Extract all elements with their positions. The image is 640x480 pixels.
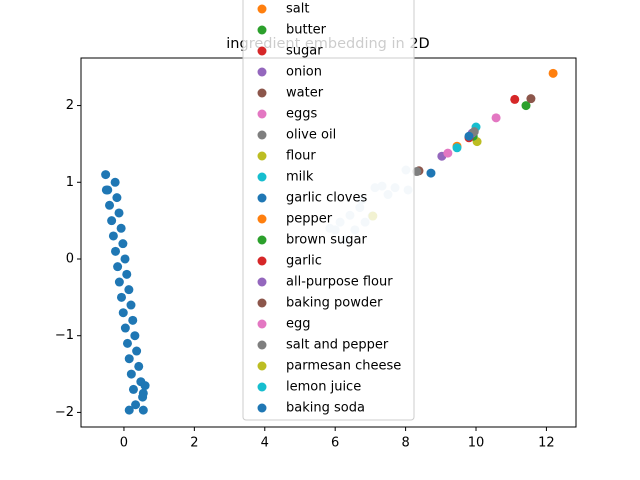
legend-label: baking soda bbox=[286, 401, 365, 416]
y-tick-label: 1 bbox=[66, 175, 74, 190]
point bbox=[122, 338, 132, 348]
point bbox=[120, 323, 130, 333]
x-tick-label: 8 bbox=[401, 436, 409, 451]
legend-label: parmesan cheese bbox=[286, 359, 401, 374]
point bbox=[110, 177, 120, 187]
legend-marker bbox=[257, 214, 267, 224]
point bbox=[120, 254, 130, 264]
point bbox=[132, 346, 142, 356]
legend-label: onion bbox=[286, 65, 322, 80]
legend-label: olive oil bbox=[286, 128, 336, 143]
legend-label: sugar bbox=[286, 44, 323, 59]
legend-marker bbox=[257, 361, 267, 371]
x-tick-label: 2 bbox=[190, 436, 198, 451]
point bbox=[452, 143, 462, 153]
x-tick-label: 0 bbox=[120, 436, 128, 451]
point bbox=[126, 300, 136, 310]
point bbox=[101, 170, 111, 180]
legend-marker bbox=[257, 172, 267, 182]
point bbox=[124, 354, 134, 364]
legend-marker bbox=[257, 4, 267, 14]
point bbox=[108, 231, 118, 241]
point bbox=[124, 405, 134, 415]
point bbox=[116, 223, 126, 233]
legend-label: eggs bbox=[286, 107, 318, 122]
point bbox=[138, 388, 148, 398]
point bbox=[114, 208, 124, 218]
legend-label: lemon juice bbox=[286, 380, 361, 395]
point bbox=[118, 308, 128, 318]
point bbox=[134, 361, 144, 371]
legend-label: baking powder bbox=[286, 296, 383, 311]
legend-marker bbox=[257, 25, 267, 35]
point bbox=[426, 168, 436, 178]
legend-marker bbox=[257, 67, 267, 77]
legend-marker bbox=[257, 109, 267, 119]
point bbox=[101, 185, 111, 195]
legend-marker bbox=[257, 403, 267, 413]
point bbox=[118, 239, 128, 249]
point bbox=[128, 384, 138, 394]
point bbox=[130, 331, 140, 341]
legend-marker bbox=[257, 130, 267, 140]
legend-marker bbox=[257, 277, 267, 287]
point bbox=[491, 113, 501, 123]
legend-label: salt and pepper bbox=[286, 338, 389, 353]
legend-marker bbox=[257, 151, 267, 161]
x-tick-label: 10 bbox=[468, 436, 485, 451]
point bbox=[548, 68, 558, 78]
legend-label: milk bbox=[286, 170, 314, 185]
point bbox=[521, 101, 531, 111]
legend-label: garlic bbox=[286, 254, 322, 269]
point bbox=[526, 94, 536, 104]
x-tick-label: 4 bbox=[261, 436, 269, 451]
y-tick-label: 0 bbox=[66, 251, 74, 266]
point bbox=[140, 381, 150, 391]
point bbox=[126, 369, 136, 379]
y-tick-label: 2 bbox=[66, 98, 74, 113]
legend-marker bbox=[257, 193, 267, 203]
legend-label: flour bbox=[286, 149, 316, 164]
point bbox=[111, 246, 121, 256]
point bbox=[510, 94, 520, 104]
legend-label: pepper bbox=[286, 212, 333, 227]
point bbox=[114, 277, 124, 287]
y-tick-label: −1 bbox=[55, 328, 74, 343]
legend-label: all-purpose flour bbox=[286, 275, 393, 290]
legend-label: salt bbox=[286, 2, 309, 17]
legend-label: brown sugar bbox=[286, 233, 367, 248]
point bbox=[464, 131, 474, 141]
y-tick-label: −2 bbox=[55, 405, 74, 420]
point bbox=[116, 292, 126, 302]
point bbox=[124, 285, 134, 295]
legend-marker bbox=[257, 46, 267, 56]
point bbox=[107, 216, 117, 226]
legend-box bbox=[242, 0, 415, 421]
legend-marker bbox=[257, 298, 267, 308]
legend-marker bbox=[257, 382, 267, 392]
point bbox=[131, 400, 141, 410]
legend-label: water bbox=[286, 86, 324, 101]
legend-marker bbox=[257, 256, 267, 266]
legend-label: egg bbox=[286, 317, 311, 332]
legend-label: garlic cloves bbox=[286, 191, 367, 206]
point bbox=[128, 315, 138, 325]
point bbox=[443, 148, 453, 158]
legend-marker bbox=[257, 88, 267, 98]
x-tick-label: 12 bbox=[538, 436, 555, 451]
legend-marker bbox=[257, 235, 267, 245]
legend-marker bbox=[257, 319, 267, 329]
point bbox=[122, 269, 132, 279]
legend-label: butter bbox=[286, 23, 327, 38]
point bbox=[105, 200, 115, 210]
point bbox=[112, 193, 122, 203]
point bbox=[138, 405, 148, 415]
point bbox=[113, 262, 123, 272]
legend-marker bbox=[257, 340, 267, 350]
legend: salt butter sugar onion water eggs olive oil fl… bbox=[242, 0, 415, 421]
x-tick-label: 6 bbox=[331, 436, 339, 451]
point bbox=[412, 167, 422, 177]
